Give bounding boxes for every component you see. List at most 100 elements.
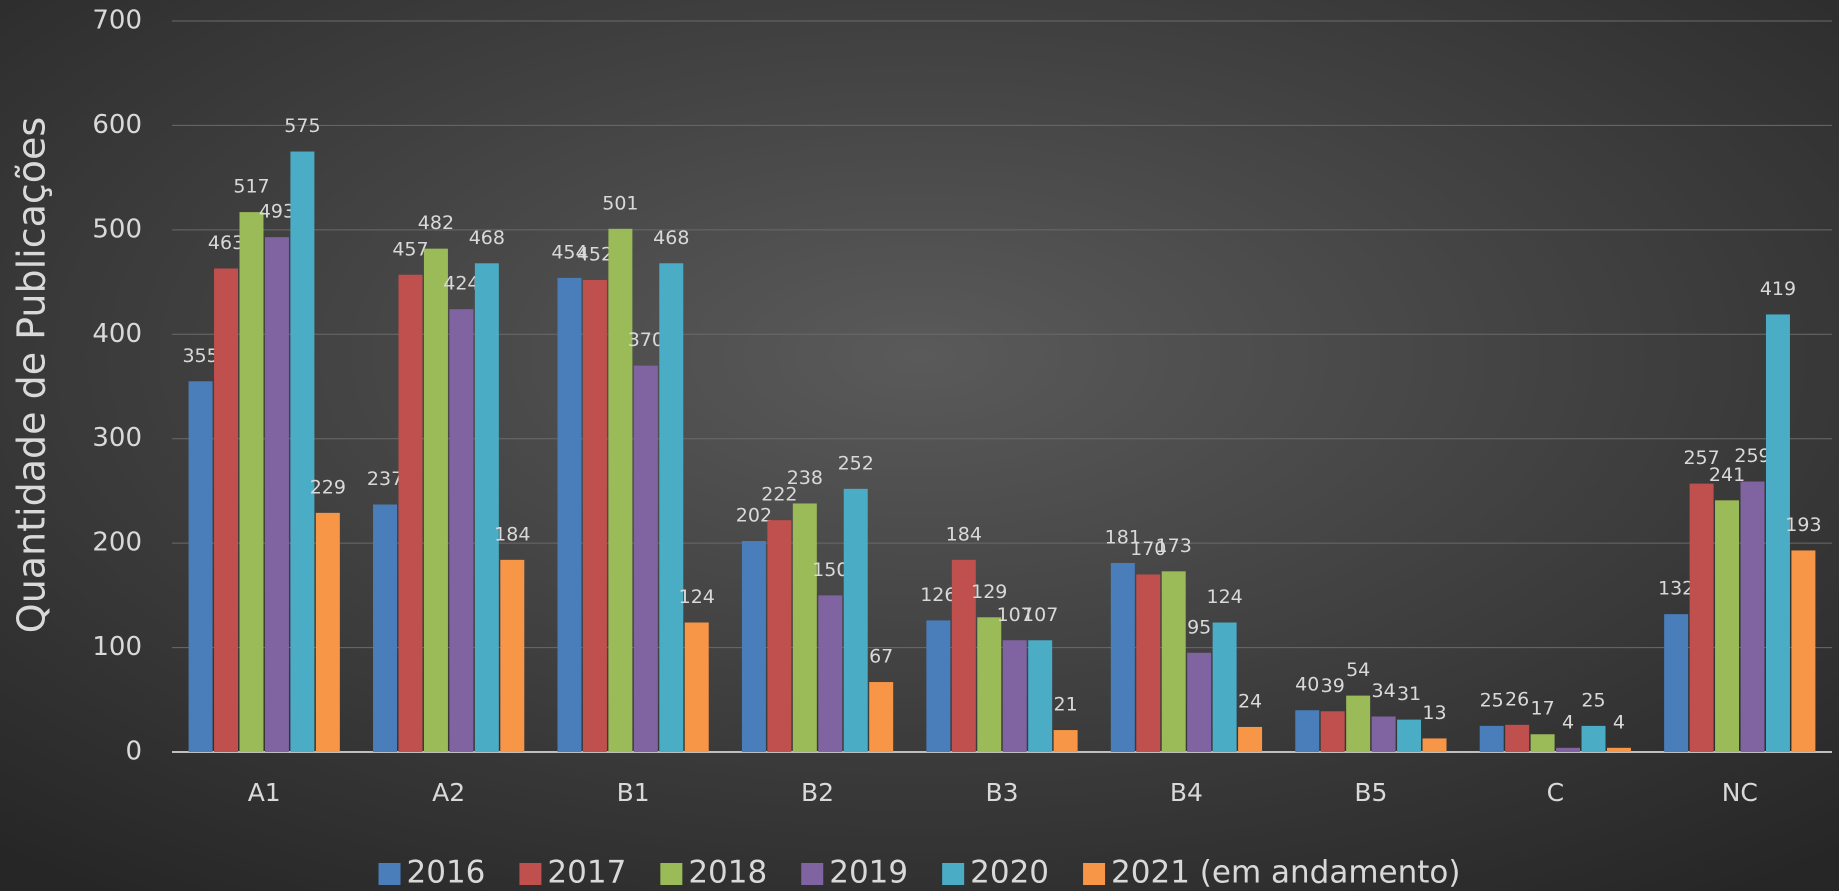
value-label: 238 — [787, 467, 823, 489]
value-label: 419 — [1760, 278, 1796, 300]
y-axis-title: Quantidade de Publicações — [10, 117, 54, 633]
bar — [1028, 640, 1053, 752]
bar — [1606, 747, 1631, 752]
value-label: 184 — [494, 523, 530, 545]
legend-label: 2017 — [547, 855, 626, 891]
bar — [1791, 550, 1816, 752]
bar — [1053, 730, 1078, 752]
value-label: 107 — [1022, 604, 1058, 626]
value-label: 25 — [1480, 689, 1504, 711]
value-label: 259 — [1734, 445, 1770, 467]
bar — [214, 268, 239, 752]
bar — [1664, 614, 1689, 752]
bar — [449, 309, 474, 752]
bar — [315, 512, 340, 752]
bar — [1765, 314, 1790, 752]
bar — [398, 274, 423, 752]
bar — [264, 237, 289, 753]
legend-label: 2021 (em andamento) — [1111, 855, 1460, 891]
value-label: 202 — [736, 505, 772, 527]
y-tick-label: 200 — [92, 528, 142, 558]
value-label: 463 — [208, 232, 244, 254]
value-label: 252 — [838, 452, 874, 474]
bar — [843, 488, 868, 752]
x-tick-label: B2 — [801, 778, 834, 807]
bar — [474, 263, 499, 752]
value-label: 237 — [367, 468, 403, 490]
value-label: 67 — [869, 646, 893, 668]
value-label: 132 — [1658, 578, 1694, 600]
legend-label: 2020 — [970, 855, 1049, 891]
legend-label: 2019 — [829, 855, 908, 891]
bar — [1110, 562, 1135, 752]
value-label: 24 — [1238, 690, 1262, 712]
value-label: 95 — [1187, 616, 1211, 638]
value-label: 124 — [1206, 586, 1242, 608]
bar — [741, 541, 766, 752]
x-tick-label: NC — [1722, 778, 1758, 807]
value-label: 184 — [946, 523, 982, 545]
bar — [423, 248, 448, 752]
value-label: 17 — [1531, 698, 1555, 720]
value-label: 181 — [1105, 526, 1141, 548]
x-tick-label: C — [1547, 778, 1564, 807]
value-label: 468 — [653, 227, 689, 249]
value-label: 193 — [1785, 514, 1821, 536]
x-tick-label: B5 — [1354, 778, 1387, 807]
y-tick-label: 300 — [92, 423, 142, 453]
bar — [1479, 725, 1504, 752]
legend-swatch — [1083, 863, 1106, 885]
x-tick-label: B3 — [985, 778, 1018, 807]
value-label: 170 — [1130, 538, 1166, 560]
bar — [1581, 725, 1606, 752]
bar — [1238, 726, 1263, 752]
bar — [926, 620, 951, 752]
bar — [1187, 652, 1212, 752]
value-label: 241 — [1709, 464, 1745, 486]
bar — [869, 682, 894, 752]
value-label: 229 — [310, 476, 346, 498]
value-label: 501 — [602, 192, 638, 214]
y-tick-label: 100 — [92, 632, 142, 662]
value-label: 25 — [1581, 689, 1605, 711]
value-label: 126 — [920, 584, 956, 606]
y-tick-label: 500 — [92, 214, 142, 244]
bar — [500, 559, 525, 752]
value-label: 13 — [1422, 702, 1446, 724]
x-tick-label: B1 — [617, 778, 650, 807]
legend-swatch — [660, 863, 683, 885]
bar — [582, 279, 607, 752]
value-label: 424 — [443, 273, 479, 295]
x-tick-label: A1 — [248, 778, 281, 807]
bar — [977, 617, 1002, 752]
x-tick-label: B4 — [1170, 778, 1203, 807]
y-tick-label: 600 — [92, 110, 142, 140]
legend-swatch — [378, 863, 401, 885]
value-label: 468 — [469, 227, 505, 249]
x-tick-label: A2 — [432, 778, 465, 807]
legend-swatch — [519, 863, 542, 885]
value-label: 452 — [577, 243, 613, 265]
bar — [1136, 574, 1161, 752]
value-label: 54 — [1346, 659, 1370, 681]
bar — [1397, 719, 1422, 752]
bar — [1530, 734, 1555, 752]
value-label: 355 — [182, 345, 218, 367]
bar — [767, 520, 792, 752]
value-label: 454 — [551, 241, 587, 263]
bar — [1689, 483, 1714, 752]
bar — [659, 263, 684, 752]
bar — [1715, 500, 1740, 752]
legend-swatch — [942, 863, 965, 885]
value-label: 457 — [392, 238, 428, 260]
value-label: 370 — [628, 329, 664, 351]
bar — [633, 365, 658, 752]
value-label: 222 — [761, 484, 797, 506]
value-label: 124 — [679, 586, 715, 608]
bar — [188, 381, 213, 752]
y-tick-label: 0 — [125, 737, 142, 767]
value-label: 4 — [1562, 711, 1574, 733]
bar — [1422, 738, 1447, 752]
bar — [1740, 481, 1765, 752]
